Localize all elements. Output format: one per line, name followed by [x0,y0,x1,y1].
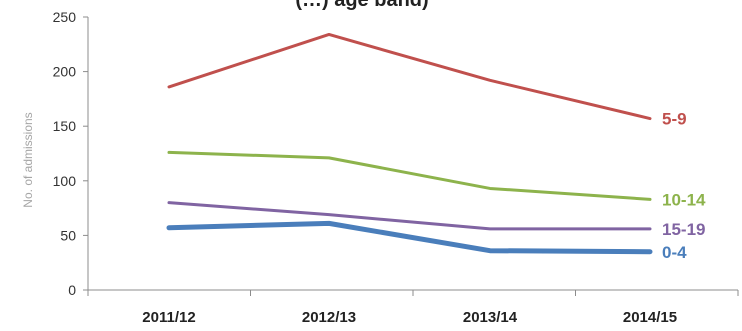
series-label-5-9: 5-9 [662,110,687,129]
series-label-0-4: 0-4 [662,243,687,262]
series-line-10-14 [167,150,652,201]
y-tick-label: 100 [53,173,77,189]
series-label-10-14: 10-14 [662,190,706,209]
x-tick-label: 2014/15 [623,309,677,326]
series-label-15-19: 15-19 [662,220,705,239]
x-tick-label: 2012/13 [302,309,356,326]
y-tick-label: 250 [53,9,77,25]
x-tick-label: 2011/12 [142,309,195,326]
y-tick-label: 0 [68,282,76,298]
series-line-15-19 [167,201,652,231]
x-axis-ticks: 2011/12 2012/13 2013/14 2014/15 [87,290,739,326]
series-lines [166,32,653,255]
x-tick-label: 2013/14 [463,309,518,326]
y-tick-label: 200 [53,64,77,80]
y-tick-label: 50 [60,227,76,243]
series-line-5-9 [167,32,652,121]
y-axis-ticks: 0 50 100 150 200 250 [53,9,88,298]
chart-title: (…) age band) [295,0,428,11]
y-tick-label: 150 [53,118,77,134]
series-labels: 5-9 10-14 15-19 0-4 [662,110,706,262]
series-line-0-4 [166,220,653,255]
y-axis-label: No. of admissions [21,112,35,207]
